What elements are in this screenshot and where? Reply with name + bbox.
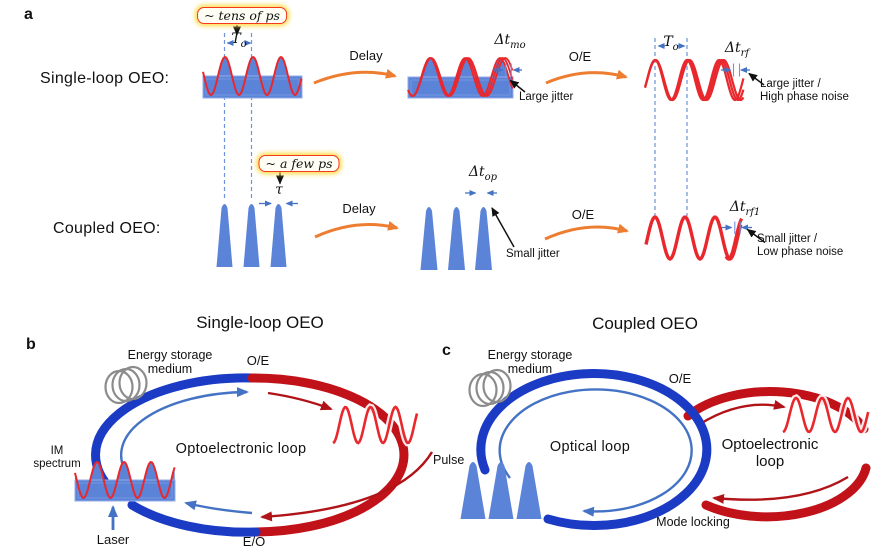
low-phase-noise-note: Small jitter / Low phase noise bbox=[757, 233, 844, 258]
delay-arrow-single bbox=[313, 68, 397, 85]
coupled-oeo-diagram bbox=[460, 368, 872, 531]
mo-jitter-symbol: Δtmo bbox=[494, 32, 526, 51]
oe-label-single: O/E bbox=[568, 49, 592, 64]
panel-c-label: c bbox=[442, 342, 451, 359]
single-loop-oeo-diagram bbox=[74, 365, 434, 537]
measurement-arrows bbox=[226, 40, 752, 231]
period-symbol-rf: To bbox=[663, 34, 679, 53]
oeo-arc-bottom bbox=[701, 463, 871, 522]
optoelectronic-loop-label-c: Optoelectronic loop bbox=[721, 436, 819, 470]
loop-flow-arrow-blue-bottom bbox=[184, 500, 253, 515]
optical-loop-ring bbox=[476, 369, 712, 531]
optoelectronic-loop-label: Optoelectronic loop bbox=[175, 441, 307, 457]
optical-loop-flow-arrow bbox=[498, 388, 693, 517]
panel-b-title: Single-loop OEO bbox=[196, 313, 324, 332]
energy-storage-coil-icon bbox=[468, 368, 512, 408]
panel-b-label: b bbox=[26, 336, 36, 353]
eo-label-b: E/O bbox=[242, 534, 266, 549]
small-jitter-arrow bbox=[491, 207, 515, 248]
rf-waveform-clean bbox=[644, 215, 744, 261]
timescale-callout-single: ~ tens of ps bbox=[197, 7, 287, 24]
loop-flow-arrow-blue-top bbox=[119, 387, 249, 479]
process-arrows bbox=[313, 68, 629, 241]
jitter-tick-marks bbox=[505, 63, 741, 234]
op-jitter-symbol: Δtop bbox=[468, 164, 498, 183]
delay-label-single: Delay bbox=[349, 48, 383, 63]
im-spectrum-waveform bbox=[74, 460, 176, 502]
callout-arrows bbox=[233, 25, 766, 248]
oeo-flow-arrow-bottom bbox=[712, 475, 849, 504]
oeo-arc-top bbox=[683, 387, 869, 434]
period-dashed-guides bbox=[223, 33, 688, 216]
single-loop-row-label: Single-loop OEO: bbox=[40, 70, 170, 87]
energy-storage-label: Energy storage medium bbox=[127, 348, 213, 376]
high-phase-noise-note: Large jitter / High phase noise bbox=[760, 78, 849, 103]
energy-storage-coil-icon bbox=[104, 365, 148, 405]
loop-flow-arrow-red-top bbox=[267, 391, 333, 411]
oe-arrow-coupled bbox=[544, 223, 629, 241]
large-jitter-rf-arrow bbox=[748, 72, 765, 86]
delayed-waveform-jittered bbox=[407, 57, 514, 99]
rf1-jitter-symbol: Δtrf1 bbox=[729, 199, 761, 218]
loop-flow-arrow-red-right bbox=[260, 451, 434, 522]
delay-label-coupled: Delay bbox=[342, 201, 376, 216]
oe-label-coupled: O/E bbox=[571, 207, 595, 222]
mode-locking-label: Mode locking bbox=[656, 515, 730, 529]
pulse-train-optical bbox=[460, 462, 542, 519]
small-jitter-rf-arrow bbox=[746, 228, 766, 244]
rf-output-waveform bbox=[331, 402, 421, 448]
oe-label-c: O/E bbox=[668, 371, 692, 386]
pulse-train-delayed bbox=[420, 207, 492, 270]
pulse-label: Pulse bbox=[433, 453, 465, 467]
im-spectrum-label: IM spectrum bbox=[33, 445, 81, 470]
rf-output-waveform bbox=[781, 393, 872, 437]
period-symbol: To bbox=[231, 31, 247, 50]
oeo-flow-arrow-top bbox=[699, 400, 786, 426]
electronic-arc bbox=[247, 373, 409, 537]
single-loop-waveform bbox=[202, 55, 303, 99]
panel-a-label: a bbox=[24, 6, 33, 23]
large-jitter-note: Large jitter bbox=[519, 91, 574, 103]
large-jitter-arrow bbox=[509, 79, 526, 93]
laser-label: Laser bbox=[96, 532, 130, 547]
oe-label-b: O/E bbox=[246, 353, 270, 368]
pulse-train-input bbox=[216, 204, 287, 267]
delay-arrow-coupled bbox=[314, 220, 399, 239]
fiber-arc-bottom bbox=[127, 500, 261, 537]
timescale-callout-coupled: ~ a few ps bbox=[258, 155, 340, 172]
optical-loop-label: Optical loop bbox=[549, 439, 631, 455]
panel-c-title: Coupled OEO bbox=[592, 314, 698, 333]
small-jitter-note: Small jitter bbox=[506, 248, 560, 260]
oe-arrow-single bbox=[545, 69, 628, 85]
rf-jitter-symbol: Δtrf bbox=[724, 40, 750, 59]
coupled-row-label: Coupled OEO: bbox=[53, 220, 161, 237]
rf-waveform-jittered bbox=[643, 58, 745, 102]
energy-storage-label-c: Energy storage medium bbox=[487, 348, 573, 376]
pulse-width-symbol: τ bbox=[275, 182, 283, 198]
